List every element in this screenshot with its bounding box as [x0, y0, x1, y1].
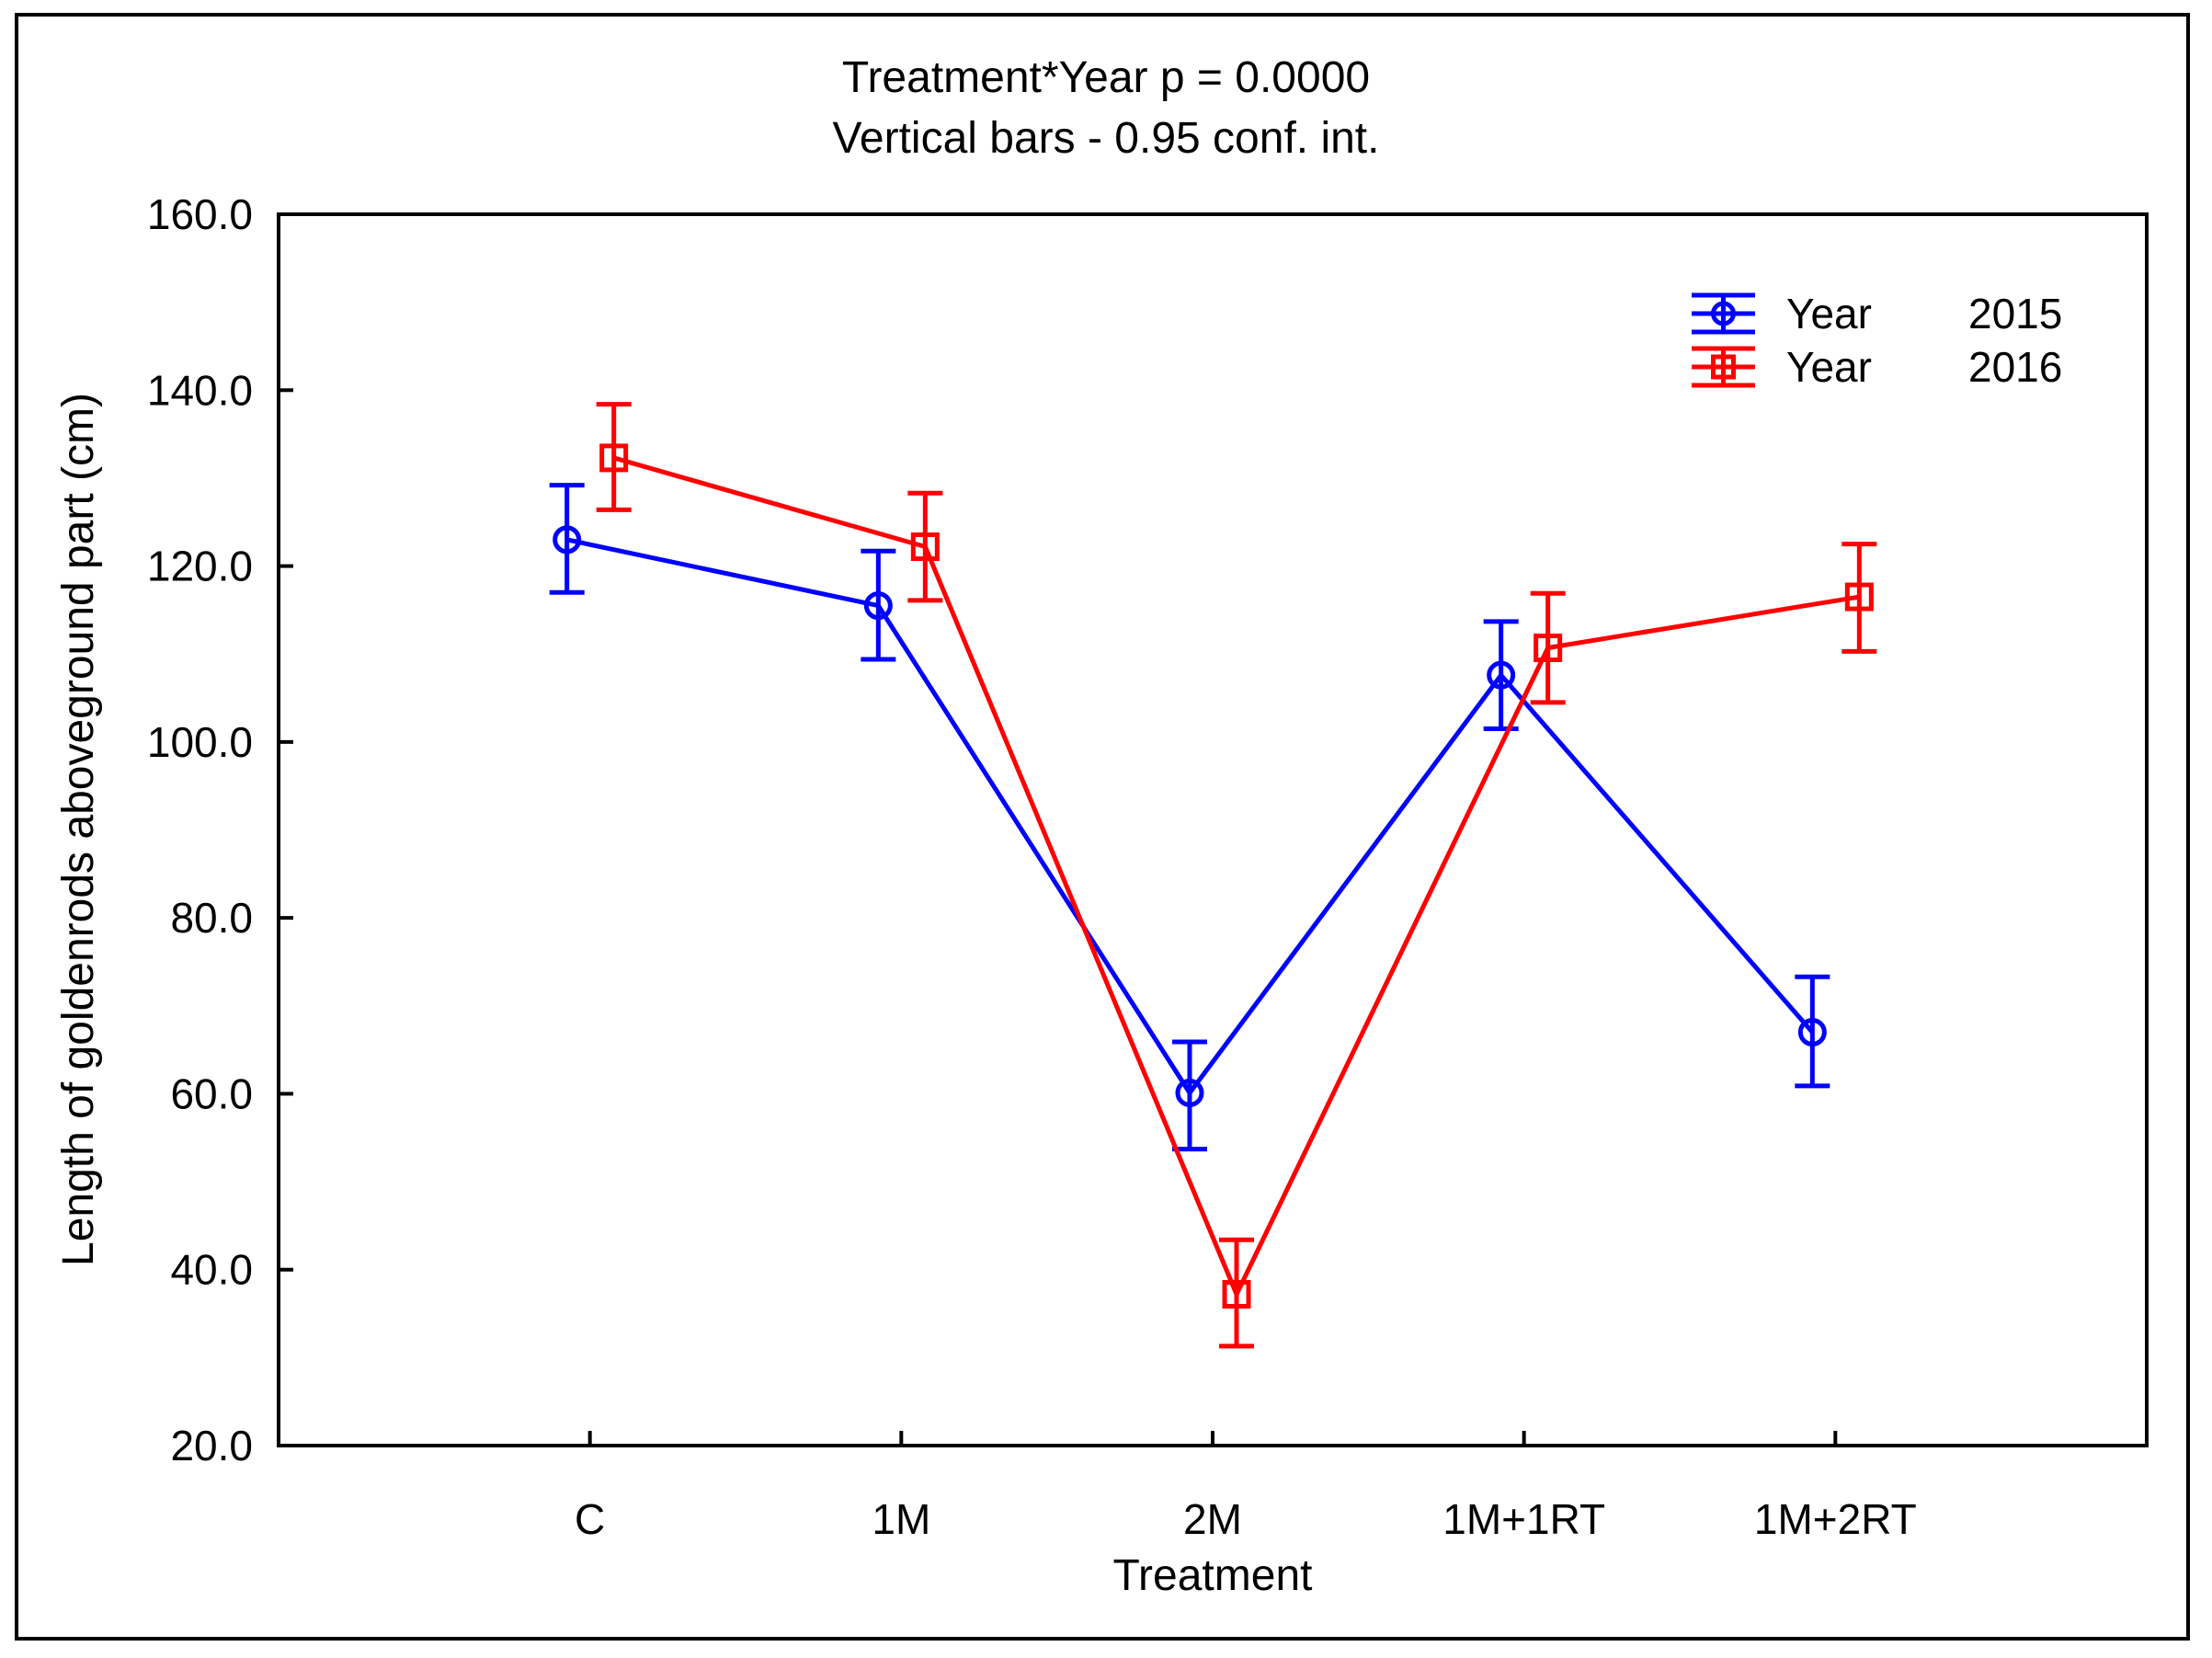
legend-series-label: Year — [1786, 290, 1872, 337]
y-tick-label: 140.0 — [147, 366, 253, 414]
legend-item-year-2016: Year 2016 — [1690, 340, 2122, 394]
x-tick-label: 1M — [872, 1495, 930, 1543]
title-block: Treatment*Year p = 0.0000 Vertical bars -… — [0, 48, 2212, 169]
y-tick-label: 60.0 — [170, 1069, 253, 1117]
marker-square — [599, 443, 629, 473]
y-tick-label: 100.0 — [147, 718, 253, 766]
marker-square — [1844, 582, 1874, 612]
marker-circle — [553, 525, 582, 555]
marker-circle — [1175, 1078, 1204, 1107]
legend-series-label: Year — [1786, 343, 1872, 391]
page-border — [15, 13, 2190, 1641]
marker-square — [1222, 1279, 1251, 1309]
marker-circle — [1797, 1017, 1827, 1046]
legend-series-value: 2016 — [1968, 343, 2063, 391]
legend-item-year-2015: Year 2015 — [1690, 287, 2122, 340]
y-tick-label: 40.0 — [170, 1246, 253, 1294]
plot-frame — [277, 212, 2149, 1447]
x-tick-label: 2M — [1183, 1495, 1242, 1543]
y-tick-label: 160.0 — [147, 190, 253, 238]
x-tick-label: C — [575, 1495, 605, 1543]
y-axis-title: Length of goldenrods aboveground part (c… — [54, 393, 103, 1266]
marker-square — [1534, 634, 1563, 663]
series-line-2015 — [566, 537, 1815, 1097]
y-tick-label: 120.0 — [147, 543, 253, 590]
legend-symbol-2016-icon — [1692, 346, 1755, 388]
legend: Year 2015 Year 2016 — [1690, 287, 2122, 394]
marker-circle — [863, 591, 893, 621]
chart-title: Treatment*Year p = 0.0000 — [841, 53, 1371, 102]
x-tick-label: 1M+1RT — [1442, 1495, 1605, 1543]
y-tick-label: 20.0 — [170, 1422, 253, 1469]
x-tick-label: 1M+2RT — [1754, 1495, 1917, 1543]
legend-symbol-2015-icon — [1692, 292, 1755, 335]
y-tick-label: 80.0 — [170, 894, 253, 942]
chart-subtitle: Vertical bars - 0.95 conf. int. — [832, 114, 1380, 163]
legend-series-value: 2015 — [1968, 290, 2063, 337]
marker-square — [910, 532, 940, 562]
legend-glyph-part — [1711, 354, 1736, 380]
legend-glyph-part — [1711, 301, 1736, 326]
series-line-2016 — [612, 455, 1860, 1300]
marker-circle — [1487, 660, 1516, 690]
x-axis-title: Treatment — [1112, 1551, 1313, 1600]
